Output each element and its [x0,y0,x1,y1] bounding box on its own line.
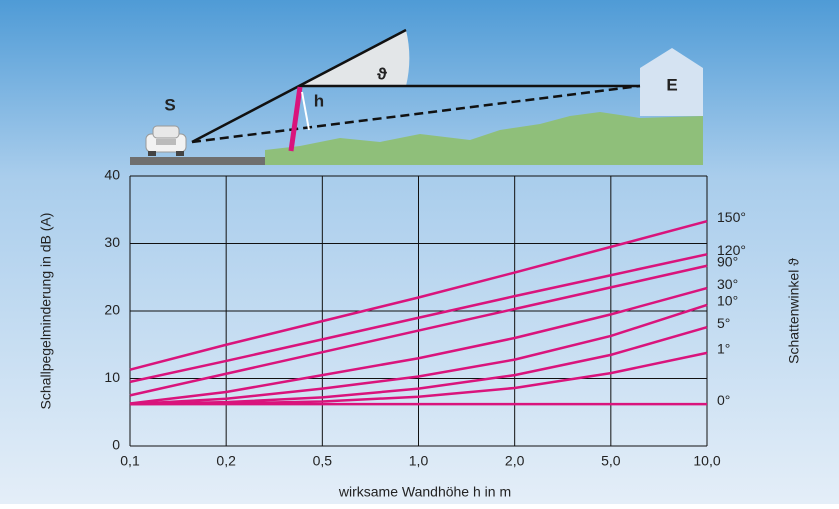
x-tick-label: 0,5 [313,453,333,469]
legend-label: 30° [717,276,738,292]
road [130,157,265,165]
legend-label: 150° [717,209,746,225]
source-label: S [164,95,175,114]
legend-label: 5° [717,315,730,331]
x-tick-label: 2,0 [505,453,525,469]
chart: S h ϑ E wirksame Wandhöhe h in m Schallp… [0,0,839,504]
background [0,0,839,504]
legend-label: 0° [717,392,730,408]
x-tick-label: 5,0 [601,453,621,469]
legend-label: 10° [717,293,738,309]
height-label: h [314,91,324,110]
x-tick-label: 1,0 [409,453,429,469]
y-tick-label: 30 [104,234,120,250]
legend-label: 1° [717,341,730,357]
x-tick-label: 10,0 [693,453,720,469]
legend-label: 90° [717,253,738,269]
x-tick-label: 0,1 [120,453,140,469]
receiver-label: E [666,75,677,94]
x-tick-label: 0,2 [216,453,236,469]
y-tick-label: 40 [104,167,120,183]
y-tick-label: 0 [112,437,120,453]
x-axis-title: wirksame Wandhöhe h in m [338,484,511,500]
angle-label: ϑ [377,64,387,83]
y-axis-title: Schallpegelminderung in dB (A) [38,213,54,410]
y-tick-label: 20 [104,302,120,318]
y-tick-label: 10 [104,369,120,385]
y2-axis-title: Schattenwinkel ϑ [786,258,802,364]
